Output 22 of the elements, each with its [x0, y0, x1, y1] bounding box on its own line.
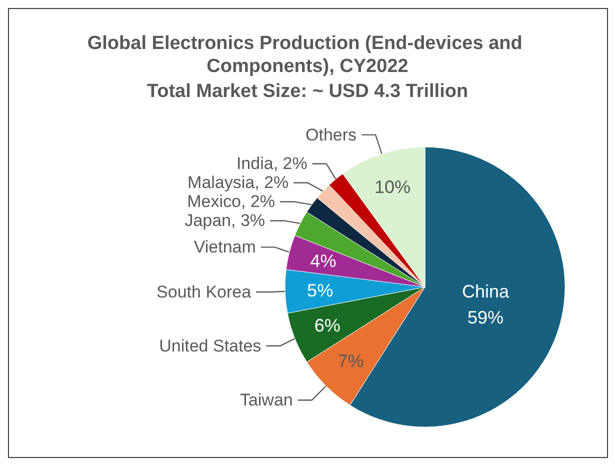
data-label: 5%: [307, 280, 334, 300]
slice-label: Malaysia: [188, 173, 256, 192]
data-label: , 2%: [273, 154, 308, 174]
slice-label: Taiwan: [240, 390, 293, 410]
slice-label: South Korea: [156, 282, 252, 302]
slice-label: China: [462, 282, 510, 302]
data-label: , 2%: [254, 173, 289, 192]
chart-subtitle: Total Market Size: ~ USD 4.3 Trillion: [146, 81, 468, 102]
chart-title: Global Electronics Production (End-devices and Components), CY2022: [87, 33, 528, 77]
slice-label: Japan: [184, 211, 232, 230]
slice-label: United States: [159, 336, 262, 356]
slice-label: India: [236, 154, 274, 174]
data-label: 4%: [310, 250, 336, 271]
slice-label: Mexico: [187, 192, 242, 212]
slice-label: Others: [306, 125, 357, 144]
data-label: 10%: [374, 177, 411, 198]
data-label: , 2%: [240, 192, 276, 212]
data-label: 7%: [338, 351, 364, 372]
data-label: 59%: [467, 308, 504, 328]
data-label: 6%: [314, 316, 340, 336]
slice-label: Vietnam: [194, 238, 256, 257]
data-label: , 3%: [231, 211, 266, 230]
